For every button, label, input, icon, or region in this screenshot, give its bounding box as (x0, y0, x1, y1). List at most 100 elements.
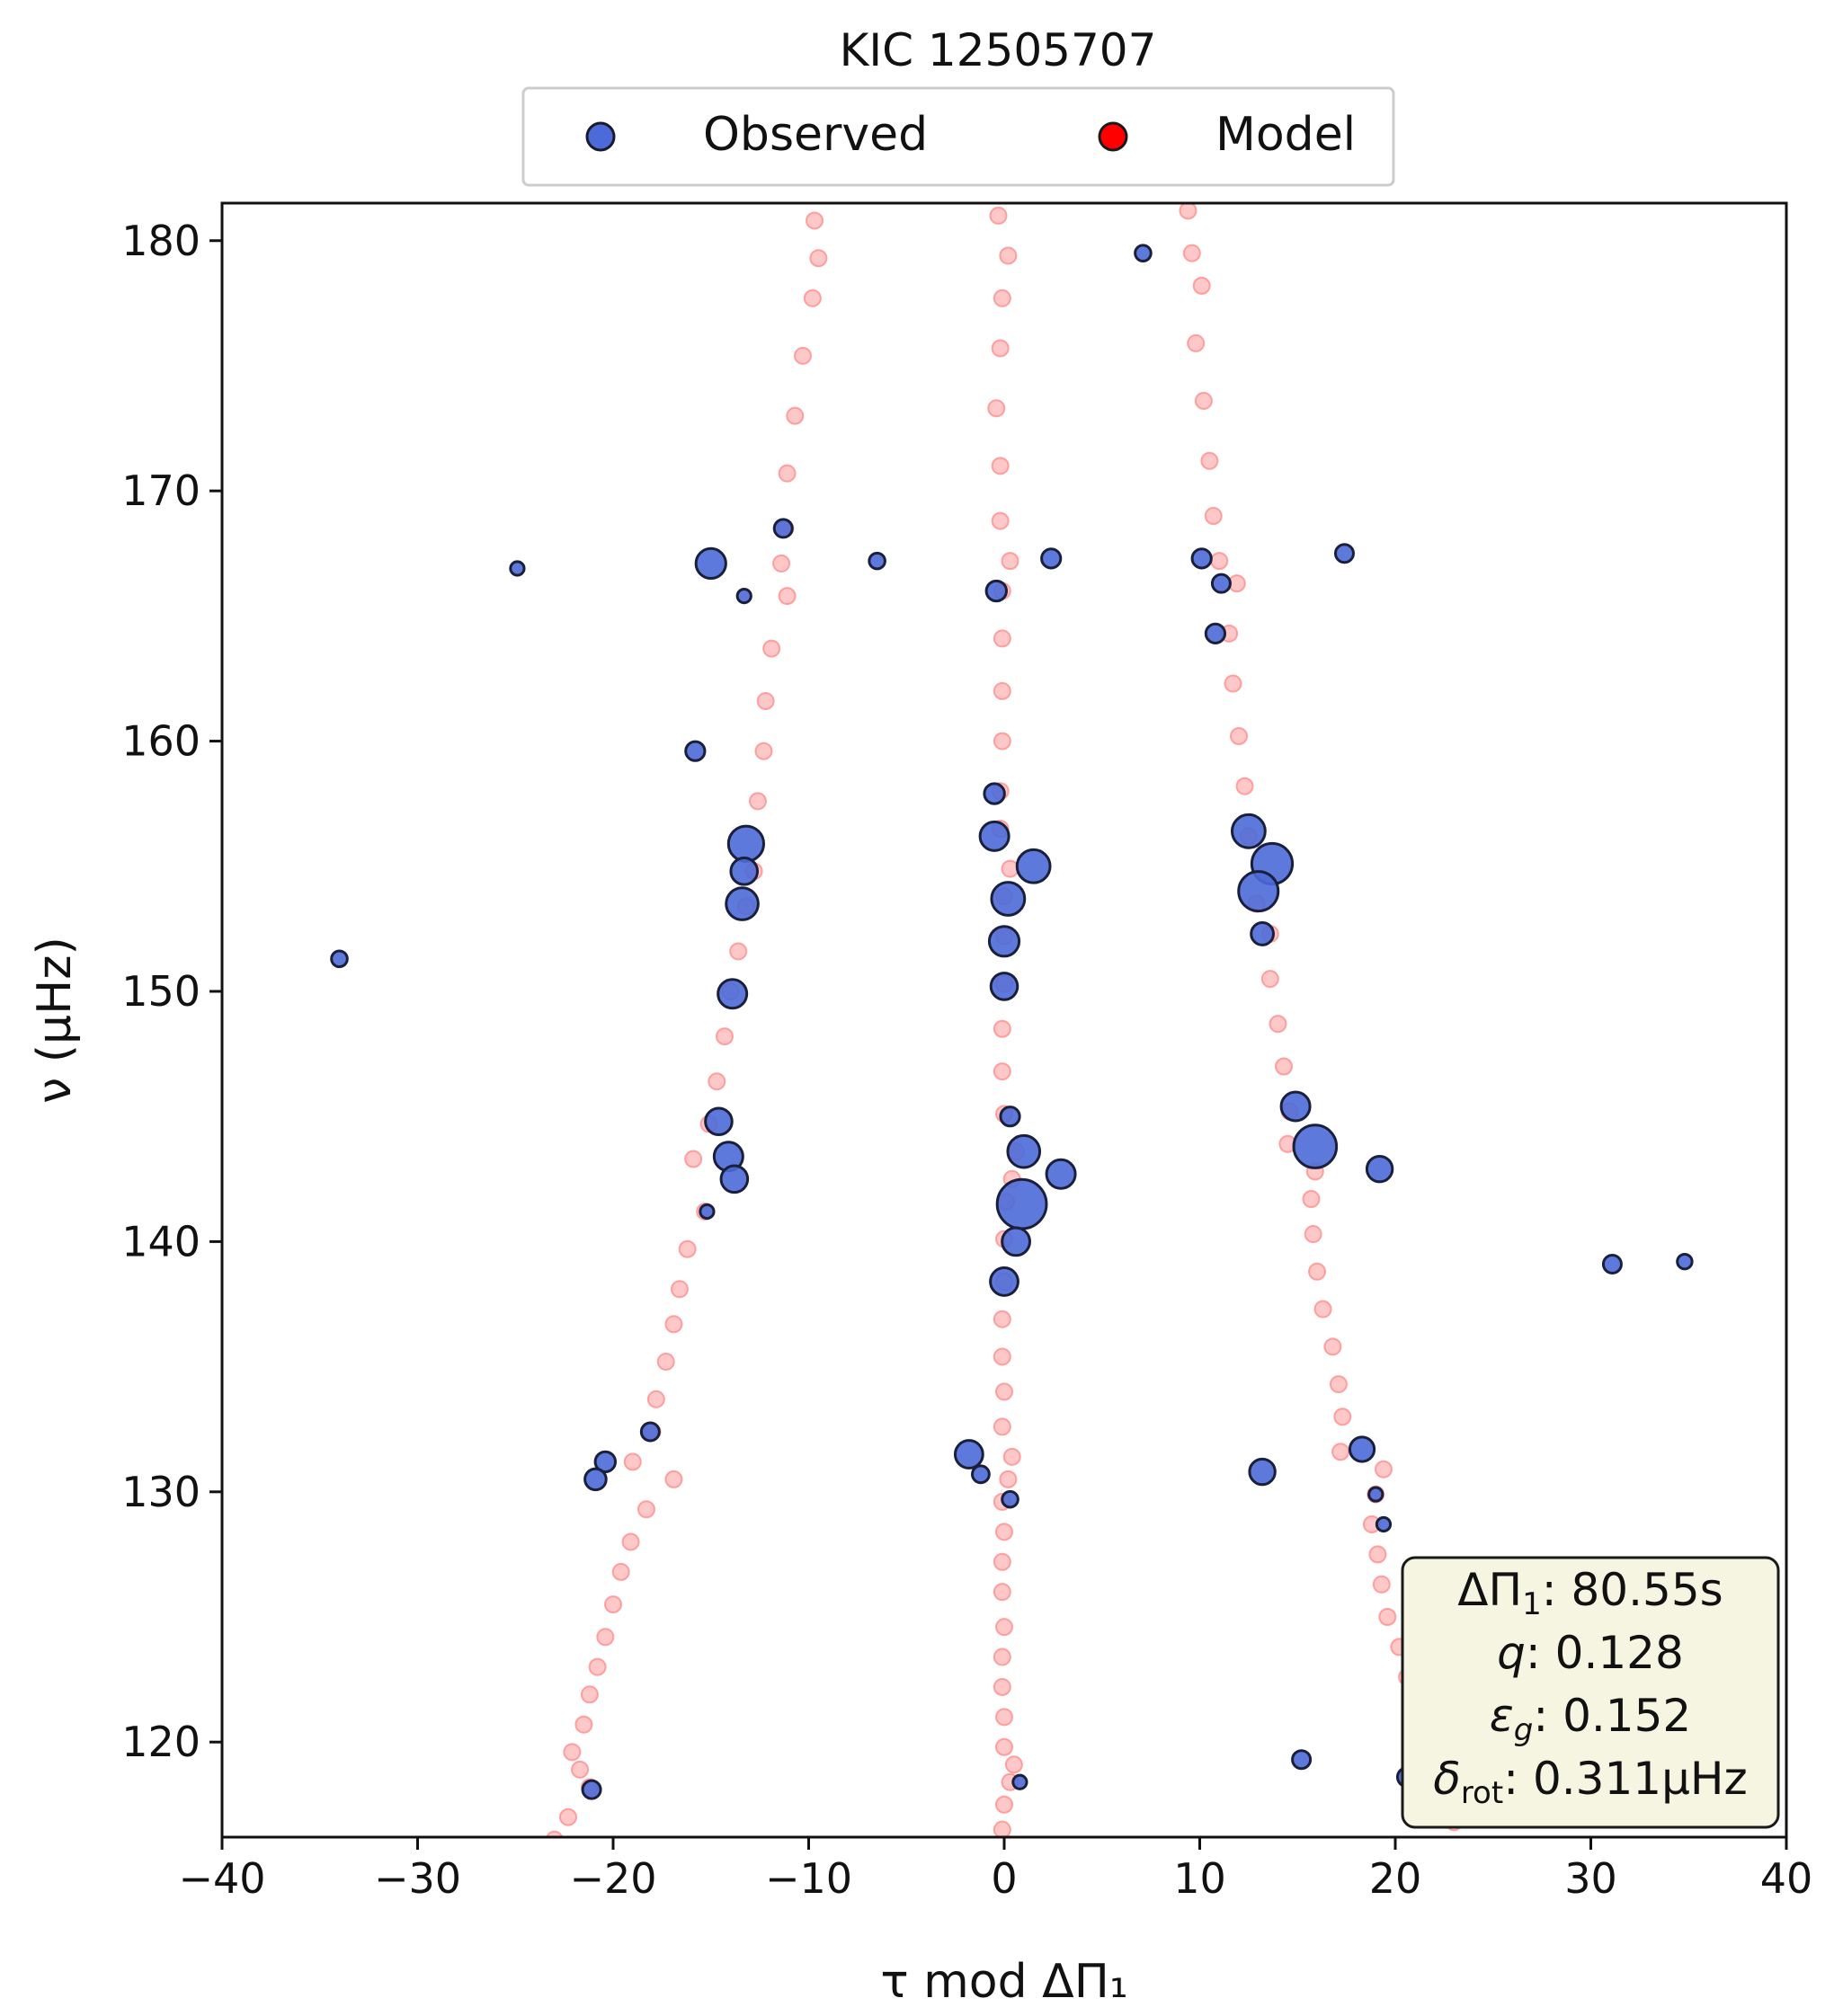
observed-point (726, 824, 766, 863)
model-point (809, 249, 828, 268)
observed-point (984, 579, 1009, 603)
observed-point (1040, 547, 1063, 570)
observed-point (1601, 1253, 1623, 1274)
observed-point (1292, 1123, 1339, 1169)
annotation-dpi: ΔΠ1: 80.55s (1457, 1564, 1723, 1622)
eps-subscript: g (1514, 1712, 1534, 1748)
observed-series (330, 244, 1694, 1800)
model-point (664, 1470, 683, 1488)
model-point (574, 1715, 593, 1734)
x-tick-label: 40 (1760, 1854, 1813, 1903)
model-point (1194, 391, 1213, 410)
observed-point (1237, 870, 1280, 913)
annotation-eps: εg: 0.152 (1490, 1690, 1692, 1748)
observed-point (1204, 622, 1227, 644)
x-tick-label: 30 (1564, 1854, 1617, 1903)
model-point (748, 792, 767, 811)
model-point (558, 1807, 577, 1826)
model-point (596, 1628, 615, 1647)
observed-point (989, 972, 1019, 1001)
observed-point (1367, 1486, 1384, 1503)
model-point (588, 1657, 607, 1676)
y-tick-label: 180 (121, 217, 200, 265)
model-point (1182, 244, 1201, 262)
model-point (995, 1795, 1013, 1814)
model-point (993, 629, 1011, 648)
dpi-subscript: 1 (1522, 1586, 1542, 1622)
observed-point (987, 925, 1021, 958)
model-point (991, 457, 1010, 475)
model-point (993, 1647, 1011, 1666)
model-point (1187, 333, 1206, 352)
model-point (756, 692, 775, 711)
model-point (646, 1390, 665, 1408)
x-tick-label: −10 (765, 1854, 852, 1903)
model-point (684, 1150, 703, 1168)
dpi-symbol: ΔΠ (1457, 1564, 1522, 1616)
model-point (995, 1618, 1013, 1637)
y-tick-label: 170 (121, 466, 200, 515)
observed-point (330, 949, 349, 969)
observed-point (704, 1106, 734, 1137)
model-point (1374, 1460, 1393, 1479)
model-point (670, 1280, 689, 1299)
model-point (999, 1470, 1018, 1488)
observed-point (868, 551, 886, 571)
legend-model-label: Model (1215, 108, 1356, 162)
model-point (571, 1760, 590, 1779)
model-point (1331, 1443, 1350, 1461)
model-point (993, 1820, 1011, 1837)
model-point (715, 1027, 734, 1046)
observed-point (694, 546, 727, 581)
observed-point (1001, 1226, 1031, 1257)
observed-point (1015, 848, 1052, 884)
model-point (1204, 507, 1223, 526)
observed-point (1248, 1457, 1277, 1487)
model-point (1308, 1262, 1326, 1281)
model-point (580, 1685, 599, 1704)
observed-point (729, 857, 760, 886)
model-point (1313, 1300, 1332, 1319)
model-point (778, 464, 797, 483)
model-point (993, 1310, 1011, 1328)
model-point (1368, 1545, 1387, 1564)
model-point (995, 1382, 1013, 1401)
model-point (993, 1677, 1011, 1696)
observed-point (1375, 1515, 1393, 1533)
observed-point (1333, 543, 1355, 564)
model-point (993, 1347, 1011, 1366)
model-point (803, 289, 822, 307)
legend-observed-label: Observed (703, 108, 928, 162)
eps-value: : 0.152 (1533, 1690, 1691, 1742)
observed-point (983, 782, 1006, 805)
model-point (656, 1353, 675, 1372)
q-value: : 0.128 (1526, 1627, 1684, 1679)
model-point (1333, 1408, 1352, 1426)
model-point (729, 942, 748, 961)
dpi-value: : 80.55s (1542, 1564, 1723, 1616)
y-axis: 120 130 140 150 160 170 180 (121, 217, 222, 1766)
model-point (999, 246, 1018, 265)
model-point (678, 1239, 697, 1258)
observed-point (583, 1467, 608, 1492)
y-tick-label: 120 (121, 1718, 200, 1766)
model-point (1001, 552, 1019, 571)
model-point (1329, 1375, 1348, 1394)
y-tick-label: 160 (121, 717, 200, 766)
model-point (993, 681, 1011, 700)
model-point (1302, 1190, 1321, 1209)
model-point (993, 289, 1011, 307)
observed-point (971, 1464, 991, 1485)
model-point (991, 511, 1010, 530)
model-point (546, 1830, 564, 1837)
model-point (1378, 1608, 1397, 1627)
observed-point (719, 1164, 750, 1195)
model-point (772, 554, 791, 573)
legend-frame (521, 86, 1395, 187)
observed-point (1348, 1435, 1376, 1463)
model-point (637, 1500, 655, 1519)
observed-point (1210, 573, 1232, 594)
observed-point (953, 1439, 984, 1470)
model-point (993, 1062, 1011, 1081)
model-point (993, 1019, 1011, 1038)
